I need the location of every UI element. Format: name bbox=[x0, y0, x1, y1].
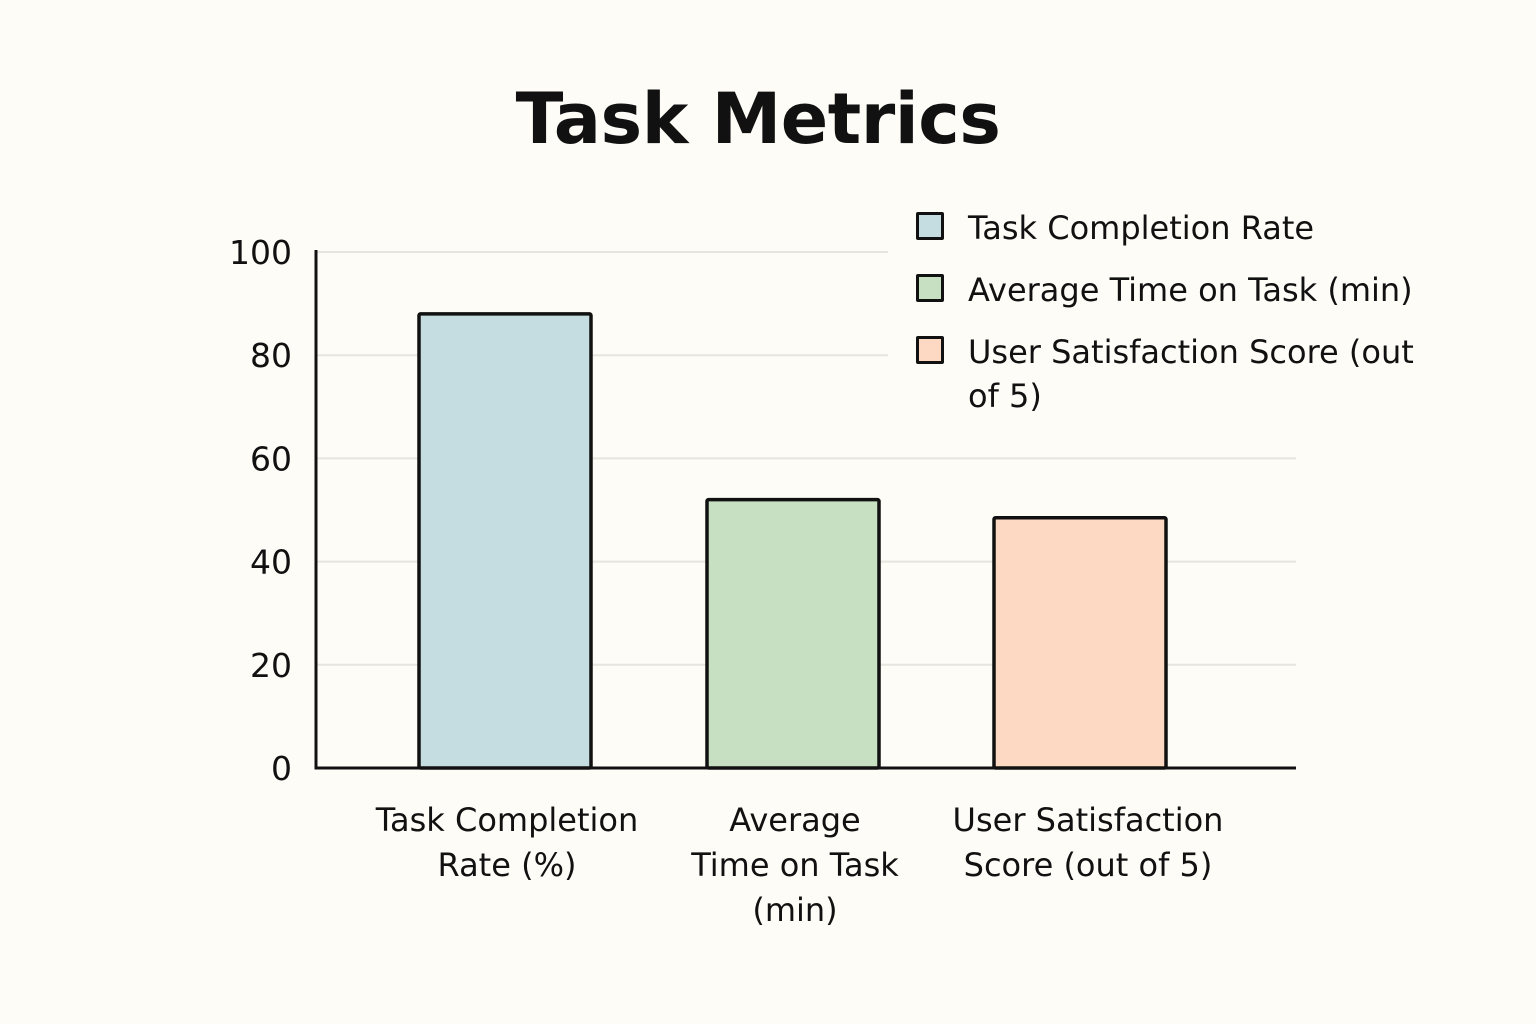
legend-label-average-time-on-task: Average Time on Task (min) bbox=[968, 271, 1413, 309]
x-category-label-1-line-2: Rate (%) bbox=[438, 846, 577, 884]
legend-label-task-completion-rate: Task Completion Rate bbox=[968, 209, 1315, 247]
y-tick-label-100: 100 bbox=[229, 233, 292, 272]
x-category-label-2-line-2: Time on Task bbox=[690, 846, 899, 884]
legend-swatch-average-time-on-task bbox=[916, 274, 944, 302]
legend-swatch-user-satisfaction-score bbox=[916, 336, 944, 364]
legend-swatch-task-completion-rate bbox=[916, 212, 944, 240]
legend-item-task-completion-rate: Task Completion Rate bbox=[916, 206, 1526, 250]
x-category-label-3-line-2: Score (out of 5) bbox=[964, 846, 1213, 884]
legend-label-user-satisfaction-score: User Satisfaction Score (out of 5) bbox=[968, 333, 1414, 415]
chart-title: Task Metrics bbox=[515, 78, 1001, 160]
bar-1 bbox=[417, 312, 593, 770]
y-tick-label-40: 40 bbox=[250, 543, 292, 582]
bar-3 bbox=[992, 515, 1168, 770]
y-tick-label-20: 20 bbox=[250, 646, 292, 685]
x-category-label-2-line-1: Average bbox=[729, 801, 860, 839]
x-category-label-2-line-3: (min) bbox=[752, 891, 837, 929]
legend-item-average-time-on-task: Average Time on Task (min) bbox=[916, 268, 1526, 312]
y-tick-label-80: 80 bbox=[250, 336, 292, 375]
x-category-label-3-line-1: User Satisfaction bbox=[953, 801, 1224, 839]
legend-item-user-satisfaction-score: User Satisfaction Score (out of 5) bbox=[916, 330, 1526, 418]
y-tick-label-60: 60 bbox=[250, 439, 292, 478]
chart-legend: Task Completion Rate Average Time on Tas… bbox=[916, 206, 1526, 436]
bar-2 bbox=[705, 497, 881, 770]
y-tick-label-0: 0 bbox=[271, 749, 292, 788]
x-category-label-1-line-1: Task Completion bbox=[375, 801, 639, 839]
